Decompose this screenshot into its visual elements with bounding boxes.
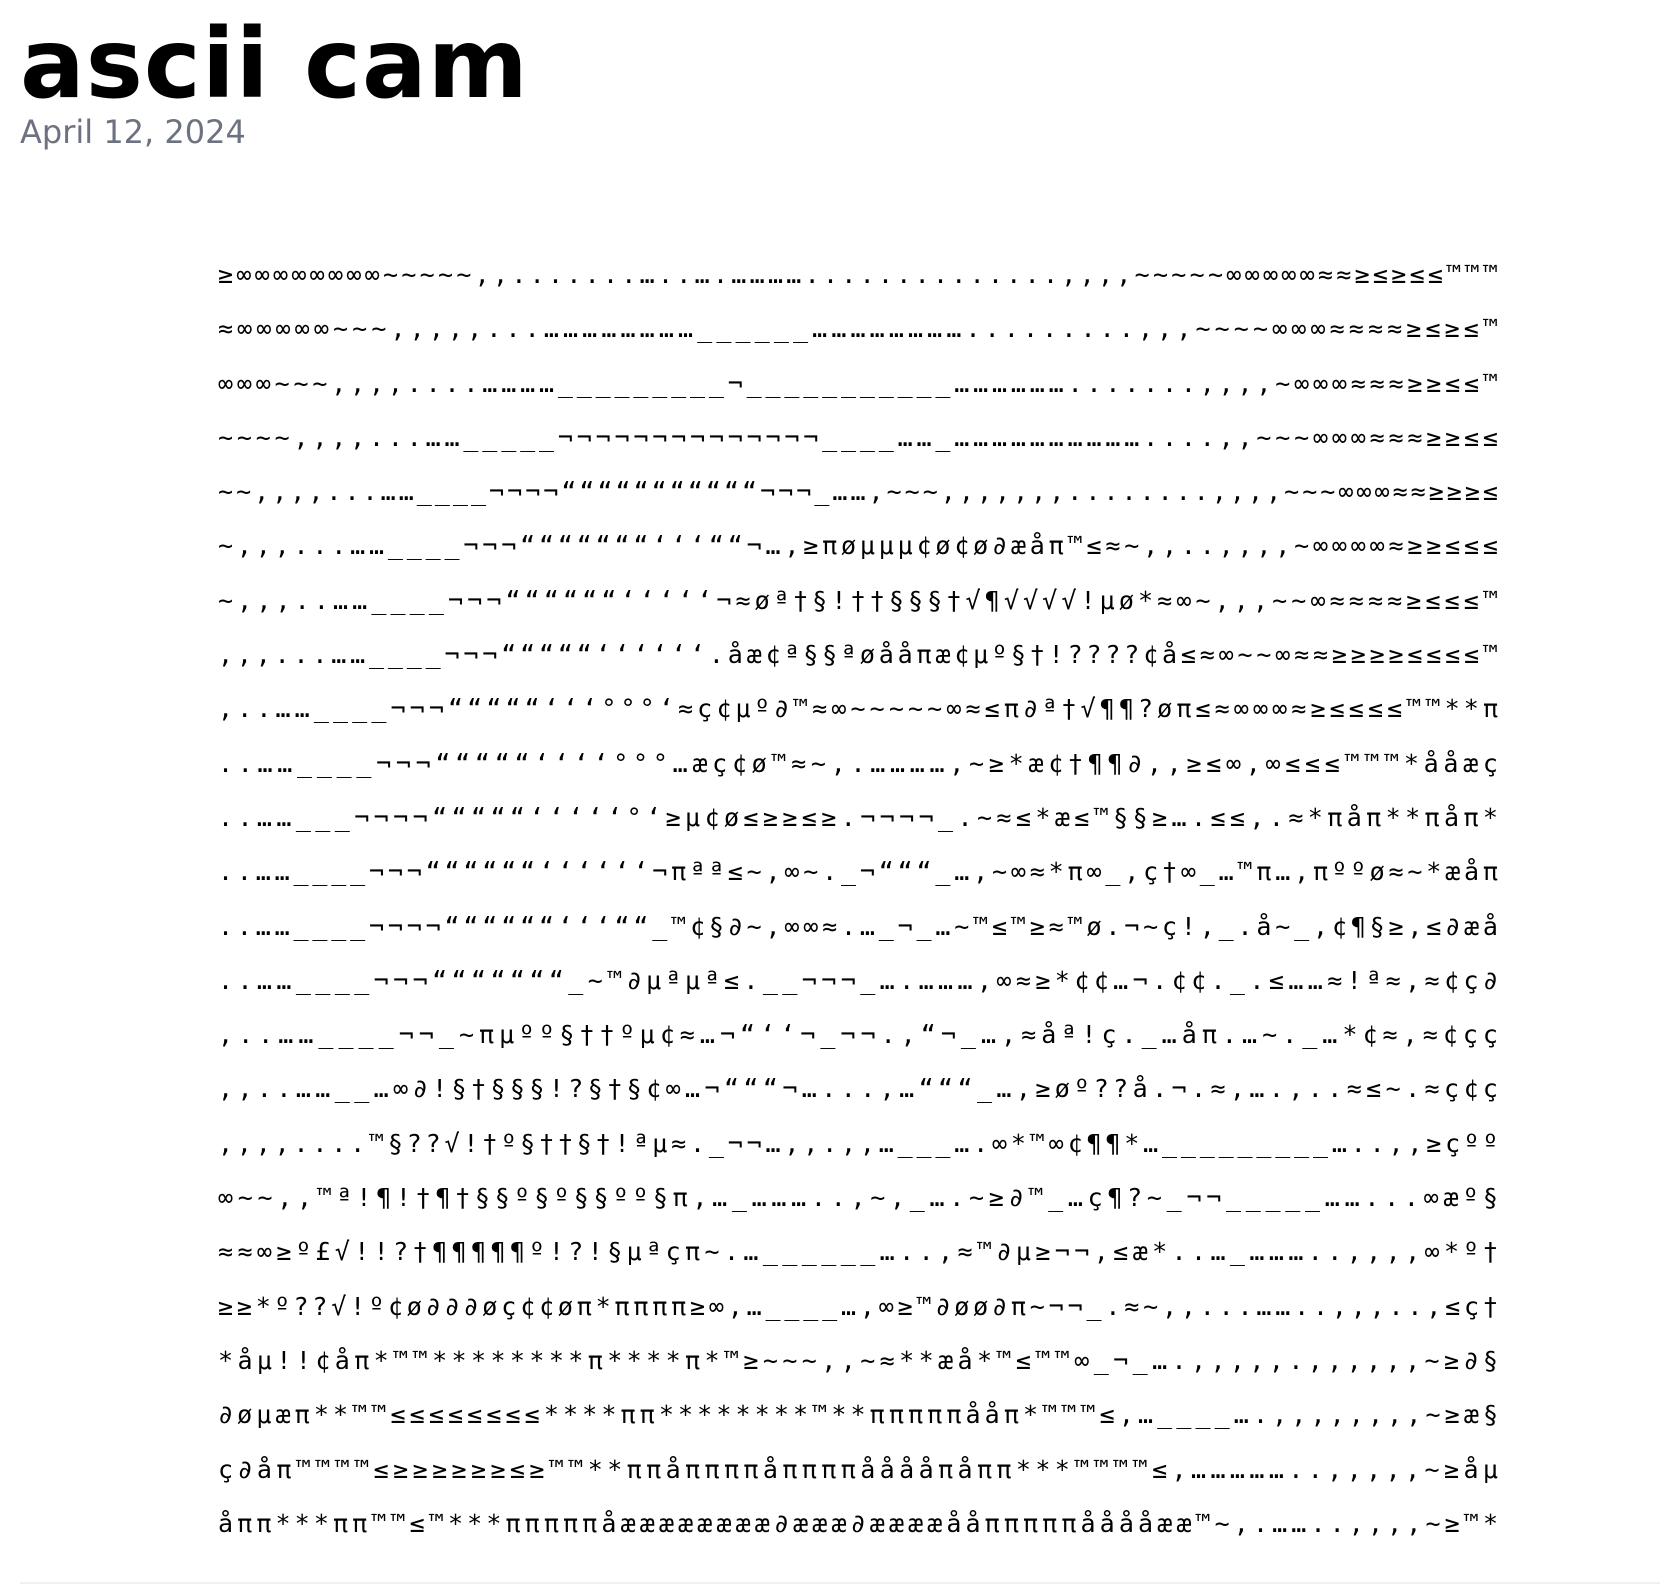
ascii-art-line: ~~,,,,...……____¬¬¬¬“““““““““““¬¬¬_……,~~~…: [218, 477, 1498, 507]
ascii-art-line: ~,,,...……____¬¬¬“““““““‘‘‘““¬…,≥πøμμμ¢ø¢…: [218, 531, 1498, 561]
ascii-art-line: *åμ!!¢åπ*™™********π****π*™≥~~~,,~≈**æå*…: [218, 1345, 1498, 1375]
ascii-art-line: ,,,,....™§??√!†º§††§†!ªμ≈._¬¬…,,.,,…___……: [218, 1128, 1498, 1158]
page-title: ascii cam: [20, 8, 529, 120]
ascii-art-line: ..……____¬¬¬¬““““““‘‘‘““_™¢§∂~,∞∞≈.…_¬_…~…: [218, 911, 1498, 941]
ascii-art-line: ~~~~,,,,...……_____¬¬¬¬¬¬¬¬¬¬¬¬¬¬____……_……: [218, 422, 1498, 452]
footer-divider: [20, 1582, 1660, 1584]
ascii-art-line: ≈≈∞≥º£√!!?†¶¶¶¶¶º!?!§μªçπ~.…______…..,≈™…: [218, 1237, 1498, 1267]
ascii-art-line: ≈∞∞∞∞∞~~~,,,,,...……………………______…………………….…: [218, 314, 1498, 344]
ascii-art-line: ∞∞∞~~~,,,,....…………_________¬___________……: [218, 368, 1498, 398]
ascii-art-line: ≥≥*º??√!º¢ø∂∂∂øç¢¢øπ*ππππ≥∞,…____…,∞≥™∂ø…: [218, 1291, 1498, 1321]
ascii-art-block: ≥∞∞∞∞∞∞∞∞~~~~~,,.......…..….…………........…: [218, 248, 1498, 1551]
ascii-art-line: ∞~~,,™ª!¶!†¶†§§º§º§§ºº§π,…_………..,~,_….~≥…: [218, 1183, 1498, 1213]
ascii-art-line: ≥∞∞∞∞∞∞∞∞~~~~~,,.......…..….…………........…: [218, 260, 1498, 289]
ascii-art-line: ..……____¬¬¬“““““‘‘‘‘°°°…æç¢ø™≈~,.…………,~≥…: [218, 748, 1498, 778]
ascii-art-line: åππ***ππ™™≤™***πππππåææææææææ∂æææ∂ææææåå…: [218, 1508, 1498, 1538]
ascii-art-line: ç∂åπ™™™™≤≥≥≥≥≥≥≤≥™™**ππåππππåππππååååπåπ…: [218, 1454, 1498, 1484]
post-date: April 12, 2024: [20, 113, 246, 151]
ascii-art-line: ,..……____¬¬¬“““““‘‘‘°°°‘≈ç¢μº∂™≈∞~~~~~∞≈…: [218, 694, 1498, 724]
ascii-art-line: ..……____¬¬¬““““““‘‘‘‘‘‘¬πªª≤~,∞~._¬“““_……: [218, 857, 1498, 887]
ascii-art-line: ,,,...……____¬¬¬“““““‘‘‘‘‘‘.åæ¢ª§§ªøååπæ¢…: [218, 640, 1498, 670]
ascii-art-line: ..……___¬¬¬¬“““““‘‘‘‘‘°‘≥μ¢ø≤≥≥≤≥.¬¬¬¬_.~…: [218, 802, 1498, 832]
ascii-art-line: ~,,,..……____¬¬¬““““““‘‘‘‘‘¬≈øª†§!††§§§†√…: [218, 585, 1498, 615]
ascii-art-line: ∂øμæπ**™™≤≤≤≤≤≤≤≤****ππ********™**πππππå…: [218, 1400, 1498, 1430]
post-header: ascii cam April 12, 2024: [20, 14, 529, 150]
ascii-art-line: ..……____¬¬¬“““““““_~™∂μªμª≤.__¬¬¬_….………,…: [218, 965, 1498, 995]
ascii-art-line: ,..……____¬¬_~πμºº§††ºμ¢≈…¬“‘‘¬_¬¬.,“¬_…,…: [218, 1020, 1498, 1050]
ascii-art-line: ,,..……__…∞∂!§†§§§!?§†§¢∞…¬“““¬…...,…“““_…: [218, 1074, 1498, 1104]
